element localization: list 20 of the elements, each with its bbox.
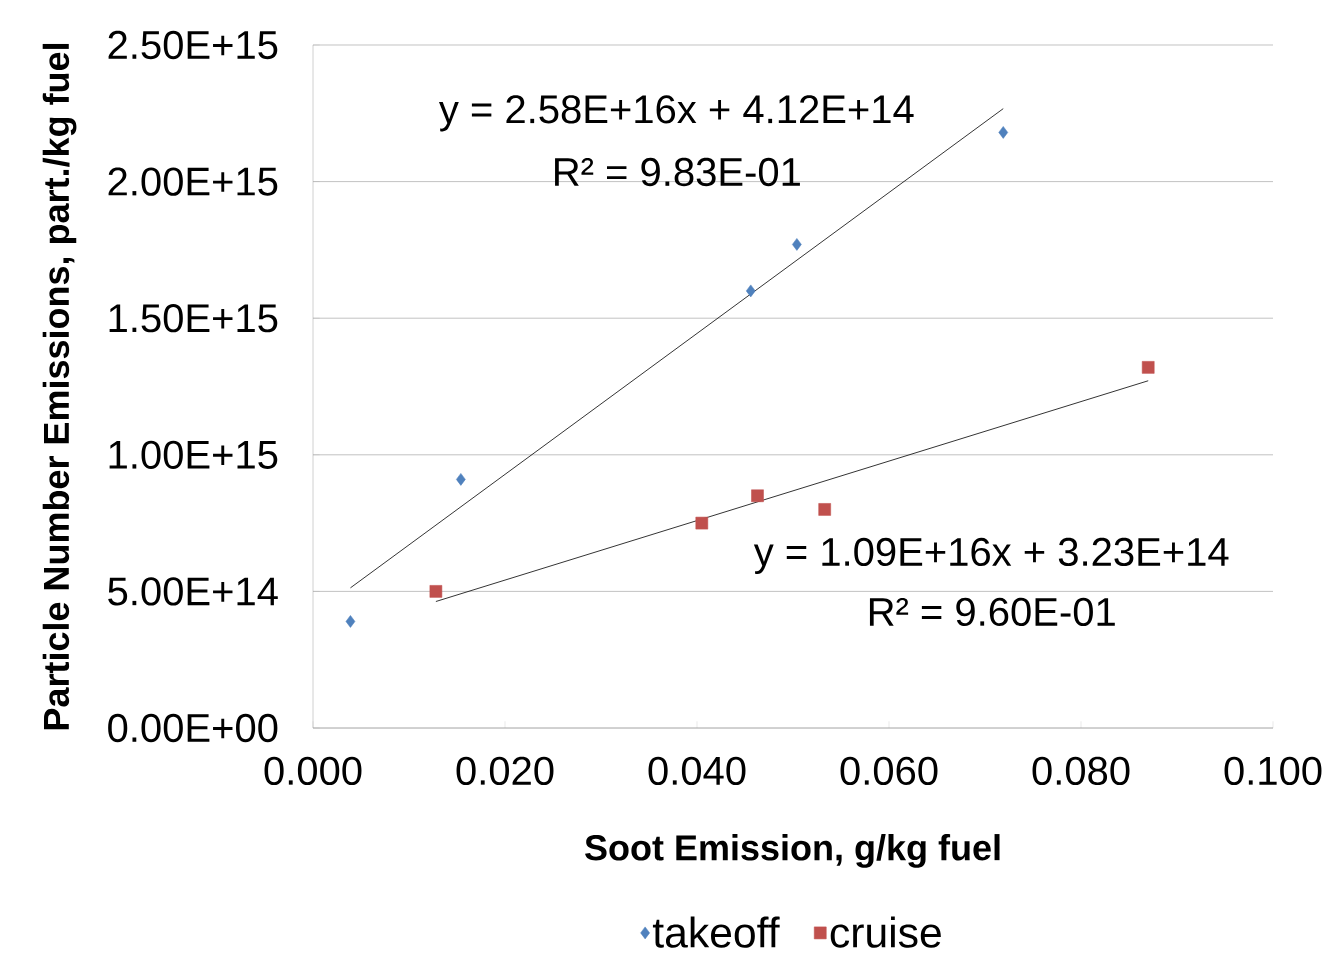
x-tick-label: 0.020	[456, 756, 554, 786]
y-axis-title: Particle Number Emissions, part./kg fuel	[42, 43, 77, 730]
x-tick-label: 0.100	[1224, 756, 1322, 786]
annotation: y = 1.09E+16x + 3.23E+14	[753, 537, 1229, 574]
y-tick-label: 1.50E+15	[109, 304, 278, 333]
annotation: R² = 9.83E-01	[555, 157, 800, 187]
annotation: y = 2.58E+16x + 4.12E+14	[438, 95, 914, 132]
x-tick-label: 0.080	[1032, 756, 1130, 786]
x-tick-label: 0.040	[648, 756, 746, 786]
x-tick-label: 0.000	[264, 756, 362, 786]
x-axis-title: Soot Emission, g/kg fuel	[585, 834, 1000, 868]
x-tick-label: 0.060	[840, 756, 938, 786]
y-tick-label: 2.00E+15	[108, 167, 278, 196]
y-tick-label: 1.00E+15	[109, 440, 278, 469]
legend-label: cruise	[830, 916, 941, 948]
legend-label: takeoff	[652, 916, 780, 948]
y-tick-label: 0.00E+00	[108, 713, 278, 743]
annotation: R² = 9.60E-01	[869, 597, 1115, 627]
y-tick-label: 2.50E+15	[108, 30, 278, 60]
y-tick-label: 5.00E+14	[108, 577, 278, 606]
